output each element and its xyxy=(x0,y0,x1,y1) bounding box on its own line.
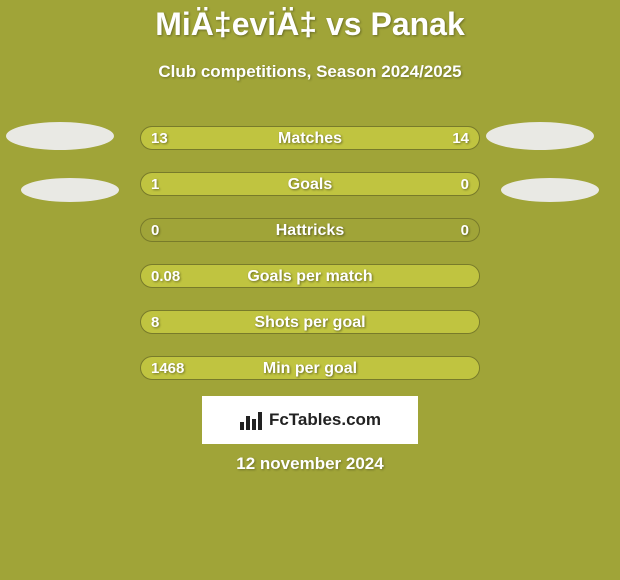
player-photo-placeholder xyxy=(501,178,599,202)
stat-bar: 8Shots per goal xyxy=(140,310,480,334)
stat-bar: 1314Matches xyxy=(140,126,480,150)
stat-bar-fill-left xyxy=(141,173,401,195)
stat-value-left: 8 xyxy=(151,311,159,333)
stat-value-left: 13 xyxy=(151,127,168,149)
logo-bars-icon xyxy=(239,410,263,430)
stat-label: Hattricks xyxy=(141,219,479,241)
stats-comparison-card: MiÄ‡eviÄ‡ vs Panak Club competitions, Se… xyxy=(0,0,620,580)
stat-value-left: 1 xyxy=(151,173,159,195)
stat-value-left: 0 xyxy=(151,219,159,241)
fctables-logo: FcTables.com xyxy=(202,396,418,444)
stat-bar: 1468Min per goal xyxy=(140,356,480,380)
date-label: 12 november 2024 xyxy=(0,454,620,474)
player-photo-placeholder xyxy=(6,122,114,150)
subtitle: Club competitions, Season 2024/2025 xyxy=(0,62,620,82)
stat-value-left: 0.08 xyxy=(151,265,180,287)
page-title: MiÄ‡eviÄ‡ vs Panak xyxy=(0,6,620,43)
logo-text: FcTables.com xyxy=(269,410,381,430)
stat-value-left: 1468 xyxy=(151,357,184,379)
stat-bar-fill-left xyxy=(141,265,479,287)
stat-bar: 0 0Hattricks xyxy=(140,218,480,242)
stat-value-right: 14 xyxy=(452,127,469,149)
player-photo-placeholder xyxy=(486,122,594,150)
stat-bar: 10Goals xyxy=(140,172,480,196)
stat-bar-fill-left xyxy=(141,357,479,379)
stat-bar: 0.08Goals per match xyxy=(140,264,480,288)
stat-value-right: 0 xyxy=(461,173,469,195)
stat-bar-fill-left xyxy=(141,311,479,333)
player-photo-placeholder xyxy=(21,178,119,202)
stat-value-right: 0 xyxy=(461,219,469,241)
